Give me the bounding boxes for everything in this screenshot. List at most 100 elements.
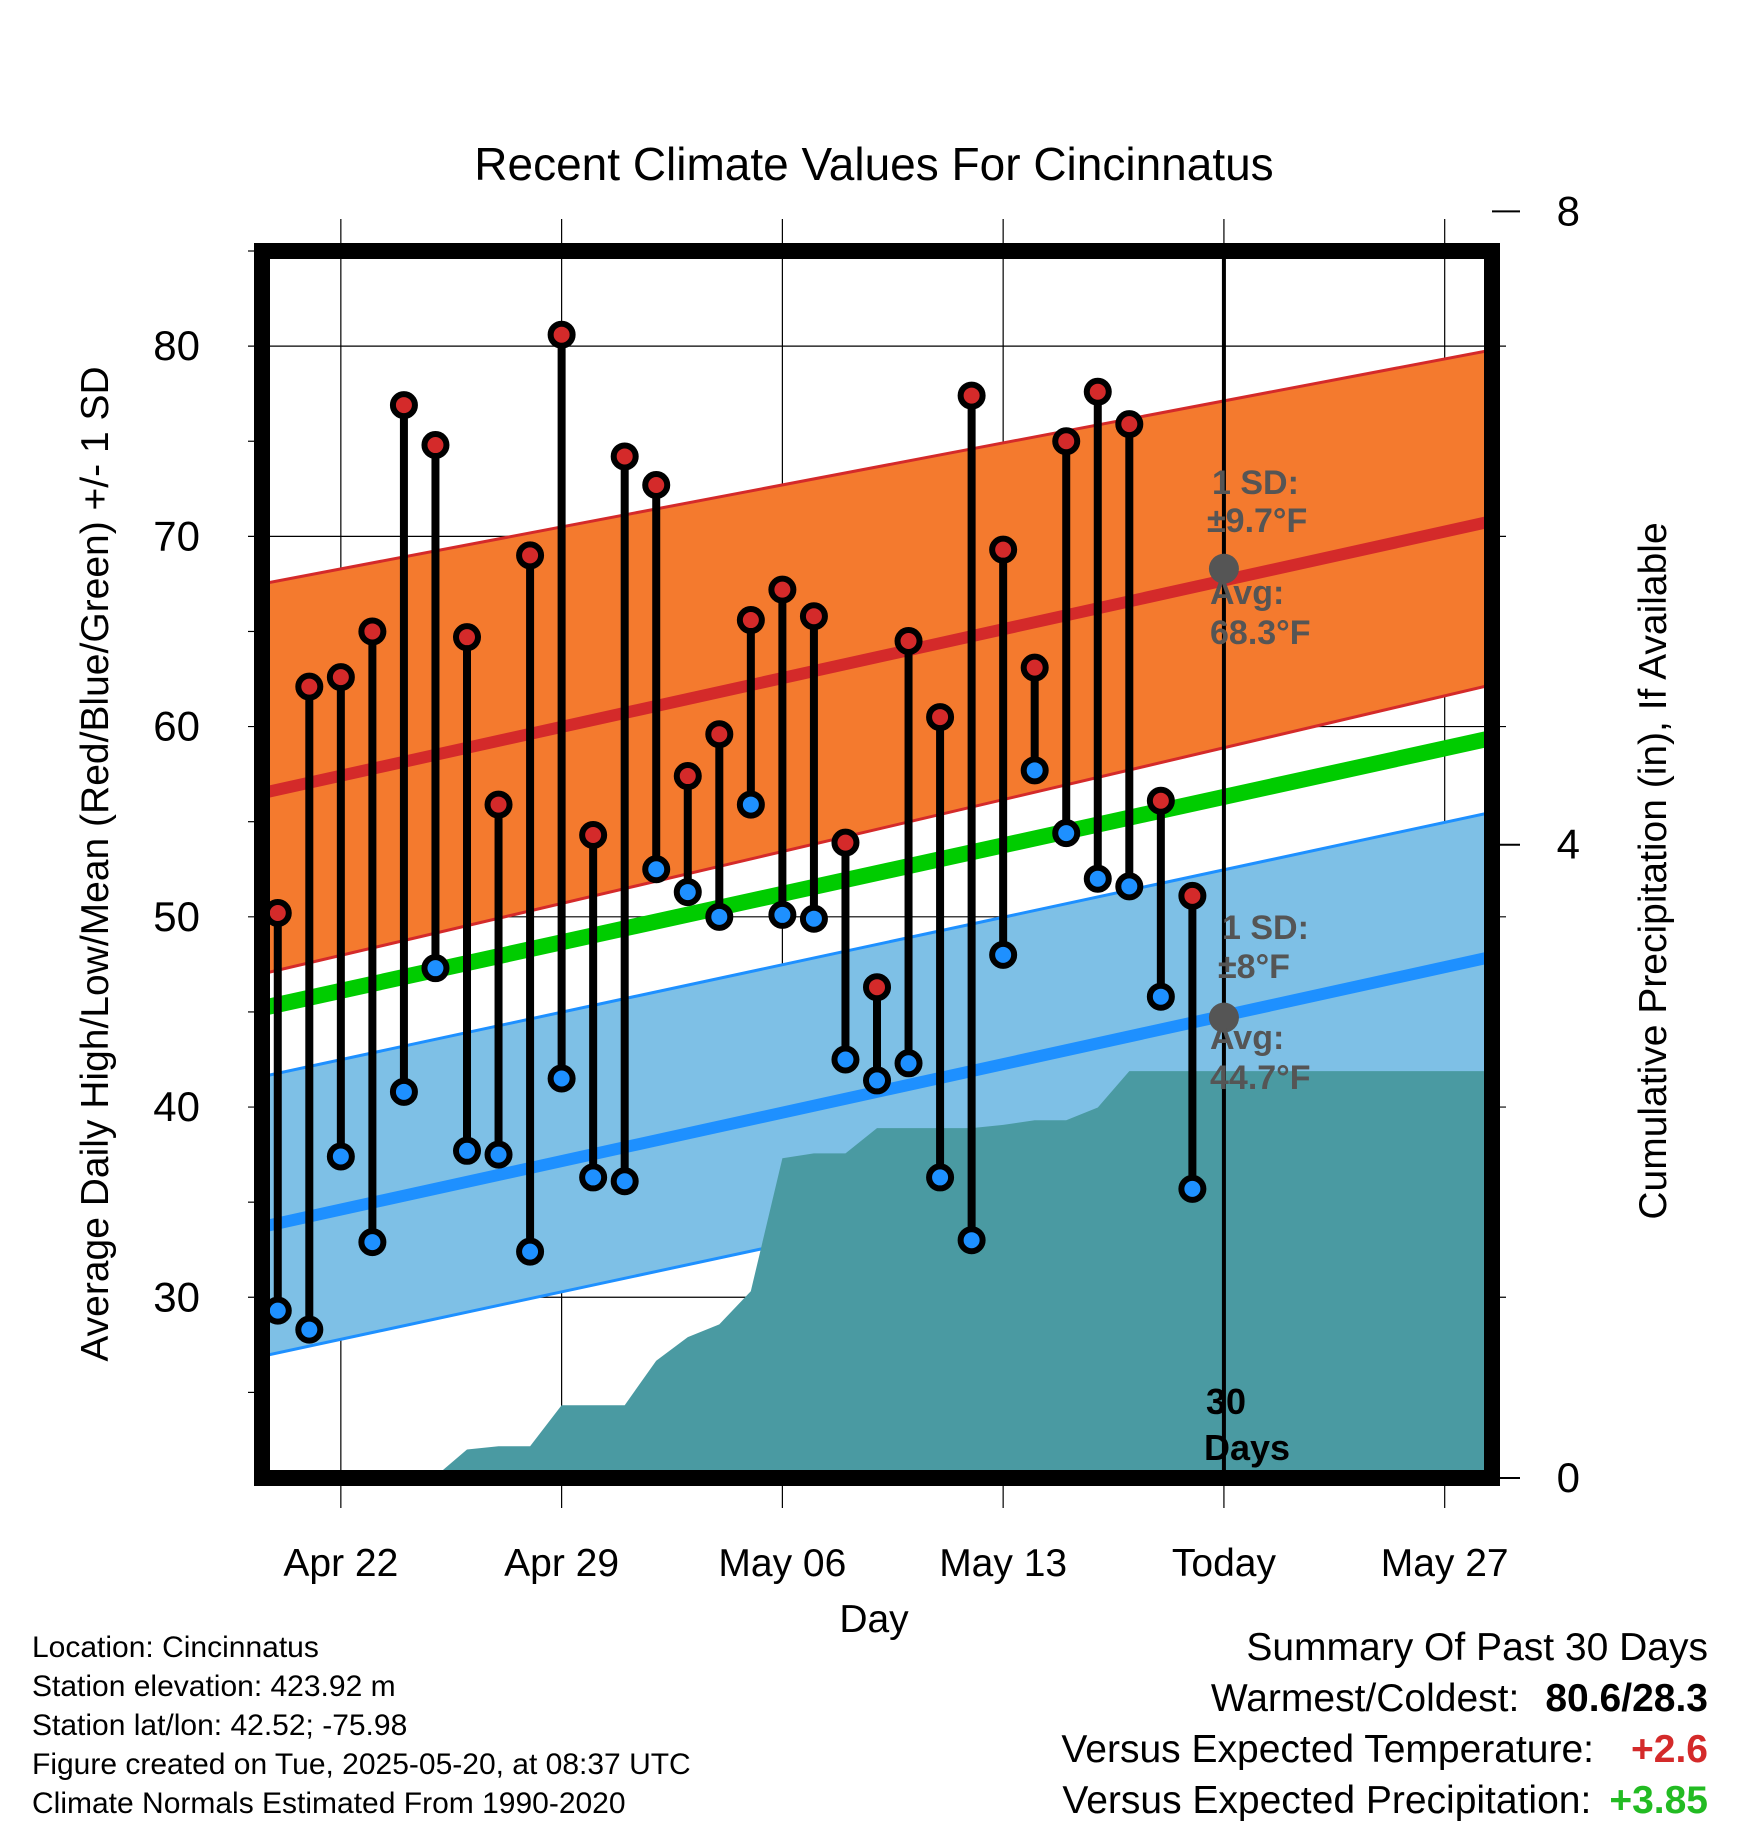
low-point	[1146, 982, 1175, 1011]
low-point	[642, 855, 671, 884]
high-point	[547, 320, 576, 349]
x-tick-label: Apr 29	[504, 1542, 619, 1585]
high-point	[579, 821, 608, 850]
info-normals: Climate Normals Estimated From 1990-2020	[32, 1787, 626, 1820]
plot-frame	[254, 243, 1500, 1486]
y-tick-label: 40	[153, 1083, 200, 1130]
low-point	[263, 1296, 292, 1325]
high-point	[1083, 377, 1112, 406]
low-sd-label: 1 SD:	[1222, 909, 1309, 947]
high-point	[389, 391, 418, 420]
high-point	[1020, 653, 1049, 682]
low-point	[736, 790, 765, 819]
low-point	[610, 1167, 639, 1196]
high-point	[1146, 786, 1175, 815]
low-point	[1178, 1174, 1207, 1203]
y-axis-label: Average Daily High/Low/Mean (Red/Blue/Gr…	[74, 366, 117, 1361]
high-point	[957, 381, 986, 410]
low-point	[484, 1140, 513, 1169]
high-point	[326, 663, 355, 692]
low-point	[673, 878, 702, 907]
today-high-avg-marker	[1208, 553, 1239, 584]
info-created: Figure created on Tue, 2025-05-20, at 08…	[32, 1748, 691, 1781]
low-point	[926, 1163, 955, 1192]
low-point	[516, 1237, 545, 1266]
x-tick-label: May 13	[939, 1542, 1067, 1585]
high-point	[421, 431, 450, 460]
high-point	[358, 617, 387, 646]
high-point	[1052, 427, 1081, 456]
low-point	[1052, 819, 1081, 848]
high-point	[484, 790, 513, 819]
high-point	[863, 973, 891, 1002]
x-tick-label: May 06	[718, 1542, 846, 1585]
y-tick-label: 70	[153, 512, 200, 559]
summary-warm-cold: Warmest/Coldest: 80.6/28.3	[1061, 1673, 1708, 1724]
low-avg-value: 44.7°F	[1210, 1059, 1311, 1097]
low-point	[705, 902, 734, 931]
info-latlon: Station lat/lon: 42.52; -75.98	[32, 1709, 408, 1742]
low-point	[358, 1228, 387, 1257]
high-point	[736, 606, 765, 635]
warmest-value: 80.6	[1545, 1677, 1622, 1720]
low-point	[295, 1315, 324, 1344]
y2-tick-label: 0	[1557, 1454, 1580, 1501]
y2-tick-label: 4	[1557, 821, 1580, 868]
daily-range-lines	[273, 334, 1197, 1330]
coldest-value: 28.3	[1632, 1677, 1708, 1720]
low-point	[831, 1045, 860, 1074]
high-point	[799, 602, 828, 631]
high-point	[642, 470, 671, 499]
low-point	[799, 904, 828, 933]
plot-area	[262, 251, 1492, 1478]
y-tick-label: 50	[153, 893, 200, 940]
high-point	[705, 720, 734, 749]
high-point	[831, 828, 860, 857]
low-point	[863, 1066, 891, 1095]
today-low-avg-marker	[1208, 1002, 1239, 1033]
low-point	[1115, 872, 1144, 901]
x-axis-label: Day	[839, 1598, 909, 1641]
low-avg-label: Avg:	[1210, 1019, 1284, 1057]
low-point	[547, 1064, 576, 1093]
y2-tick-label: 8	[1557, 187, 1580, 234]
y-tick-label: 60	[153, 703, 200, 750]
window-days-label: Days	[1204, 1427, 1290, 1468]
warm-cold-label: Warmest/Coldest:	[1210, 1677, 1520, 1720]
temp-label: Versus Expected Temperature:	[1061, 1728, 1594, 1771]
low-point	[421, 954, 450, 983]
high-point	[989, 535, 1018, 564]
prcp-label: Versus Expected Precipitation:	[1062, 1779, 1592, 1822]
y-tick-label: 80	[153, 322, 200, 369]
low-point	[1083, 864, 1112, 893]
summary-heading: Summary Of Past 30 Days	[1246, 1626, 1708, 1669]
low-point	[894, 1049, 923, 1078]
x-tick-label: Today	[1172, 1542, 1277, 1585]
high-point	[894, 626, 923, 655]
high-point	[516, 541, 545, 570]
high-point	[263, 899, 292, 928]
high-point	[673, 762, 702, 791]
info-elevation: Station elevation: 423.92 m	[32, 1670, 396, 1703]
high-avg-label: Avg:	[1210, 574, 1284, 612]
daily-value-points	[263, 320, 1207, 1344]
x-tick-label: Apr 22	[283, 1542, 398, 1585]
low-point	[989, 940, 1018, 969]
summary-panel: Summary Of Past 30 Days Warmest/Coldest:…	[1061, 1622, 1708, 1826]
high-point	[610, 442, 639, 471]
x-tick-label: May 27	[1381, 1542, 1509, 1585]
high-point	[768, 575, 797, 604]
high-sd-label: 1 SD:	[1212, 464, 1299, 502]
y2-axis-label: Cumulative Precipitation (in), If Availa…	[1632, 522, 1675, 1219]
prcp-value: +3.85	[1609, 1779, 1708, 1822]
high-point	[1115, 410, 1144, 439]
low-point	[389, 1077, 418, 1106]
summary-temp: Versus Expected Temperature: +2.6	[1061, 1724, 1708, 1775]
y-tick-label: 30	[153, 1273, 200, 1320]
window-count-label: 30	[1206, 1381, 1246, 1422]
high-point	[1178, 881, 1207, 910]
chart-title: Recent Climate Values For Cincinnatus	[474, 138, 1273, 190]
low-point	[326, 1142, 355, 1171]
